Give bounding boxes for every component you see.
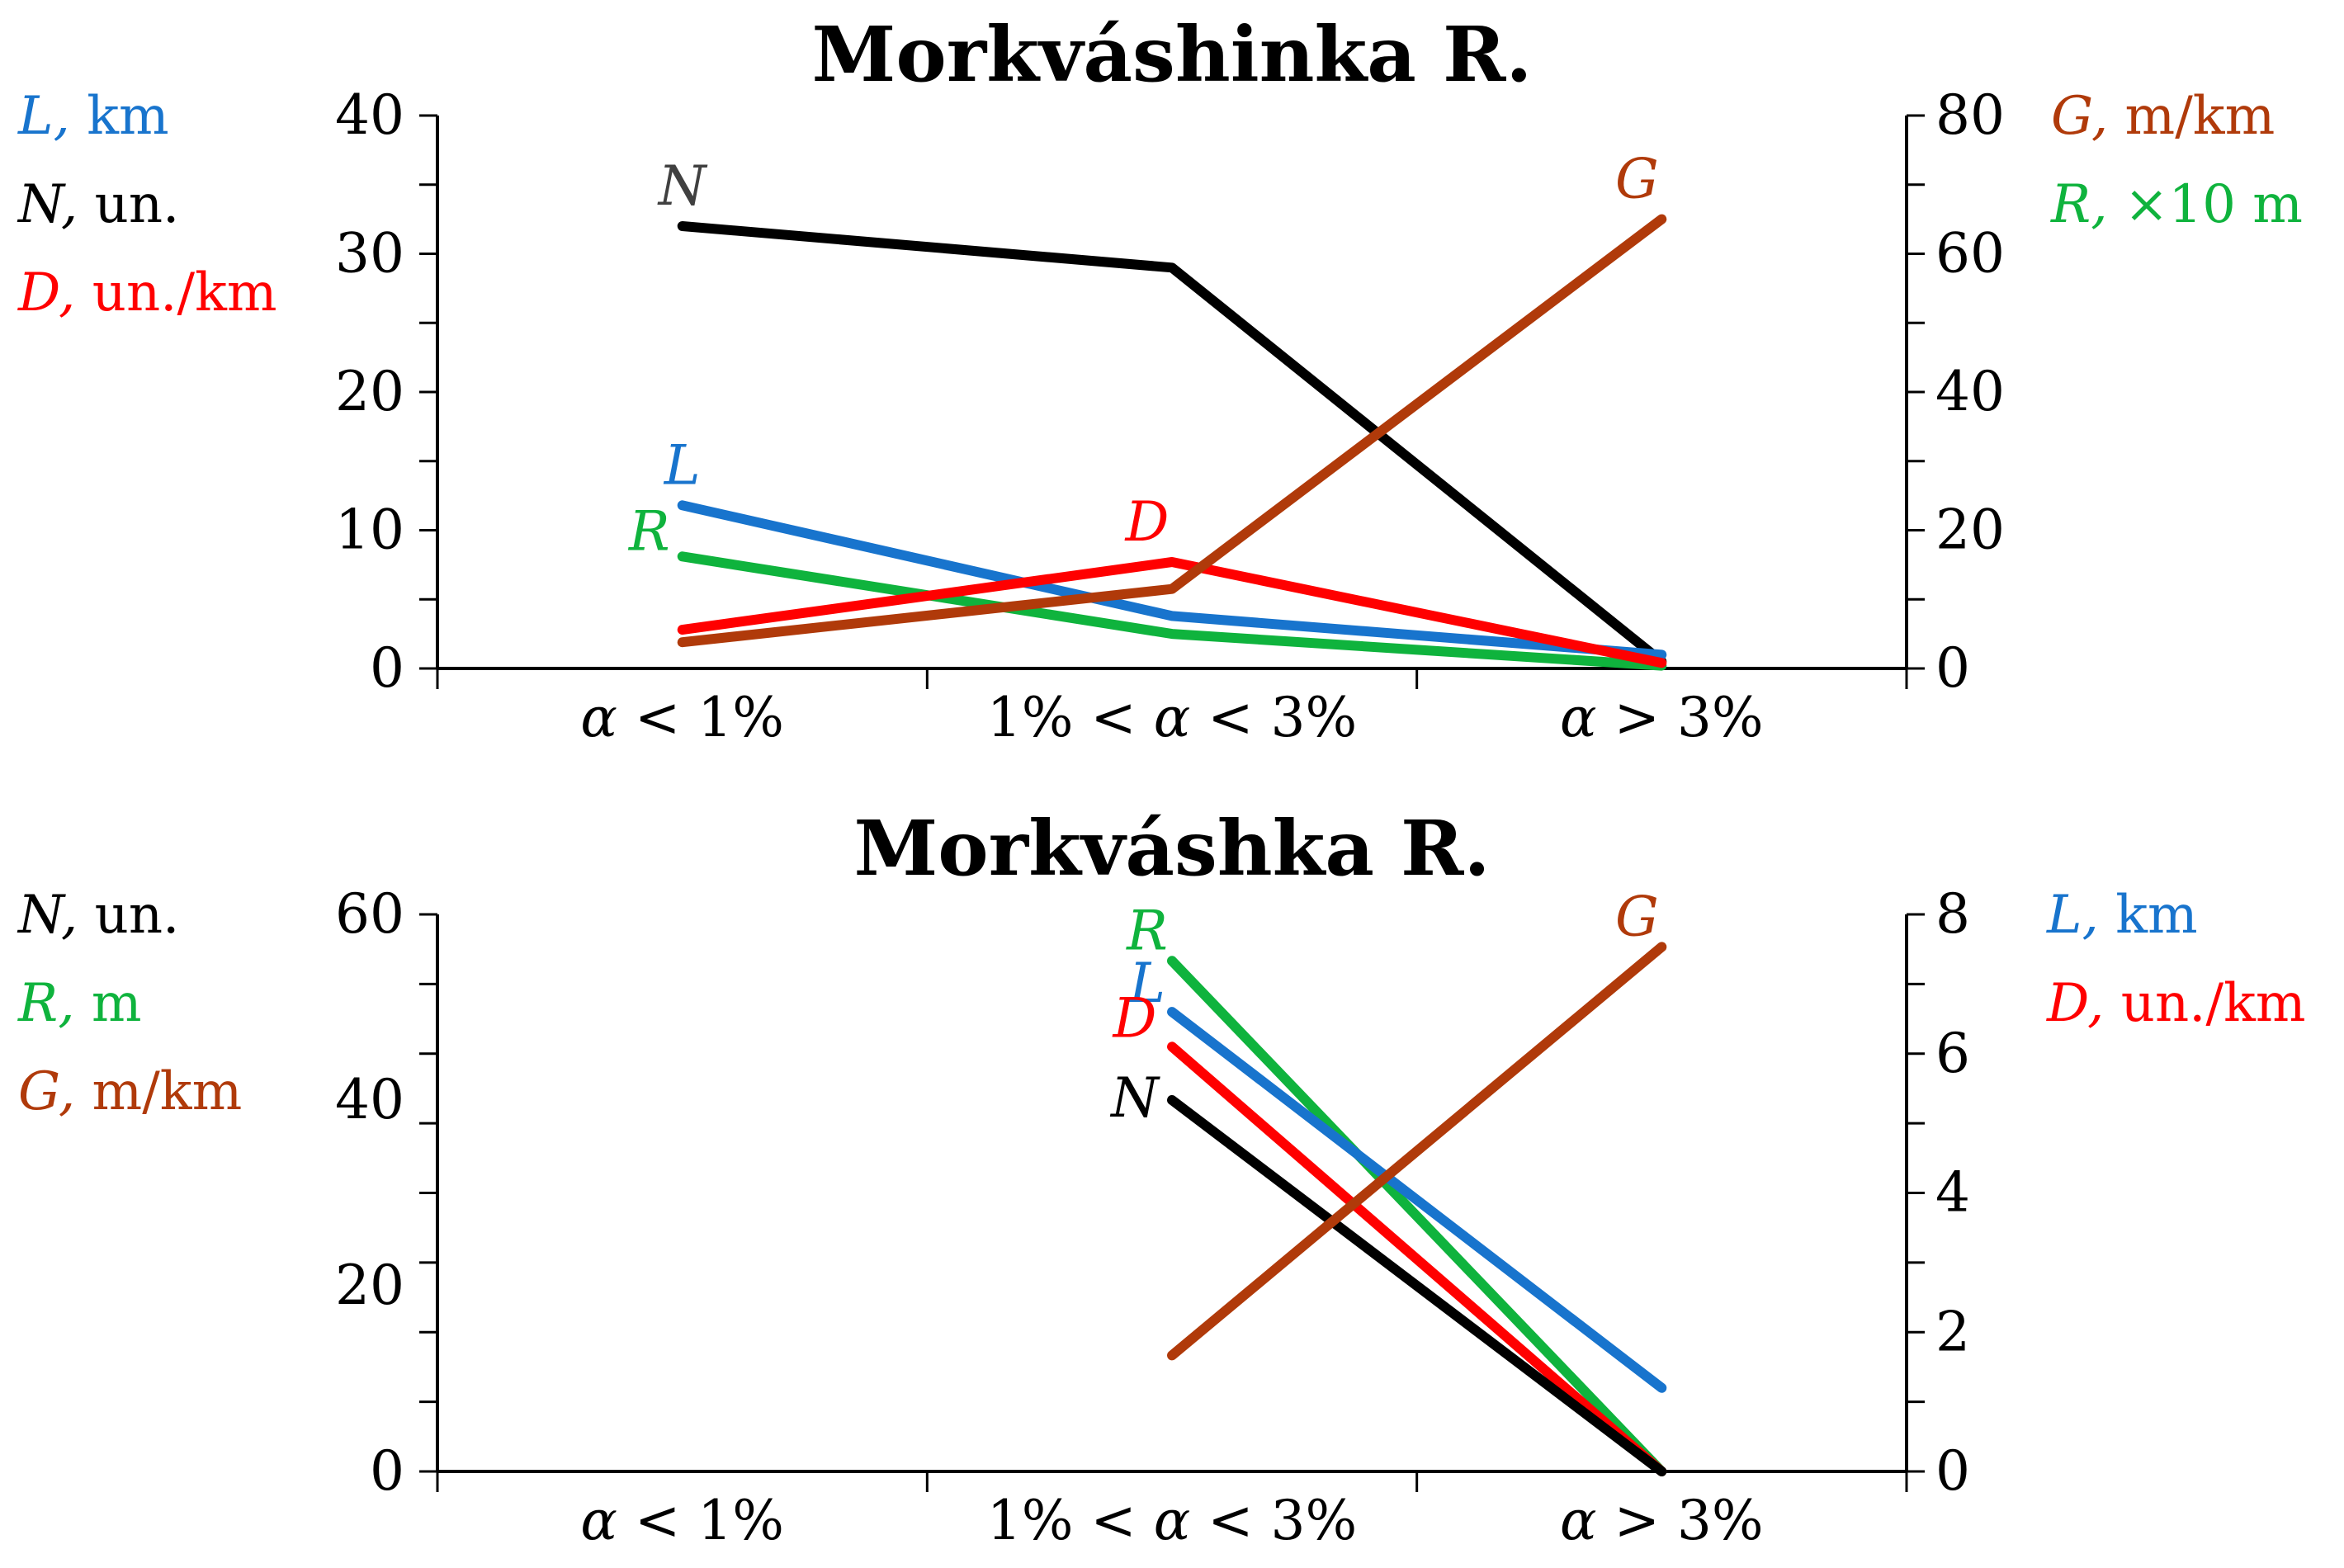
right-axis-tick-label: 6 — [1935, 1022, 1970, 1085]
series-label-G: G — [1615, 148, 1659, 211]
right-axis-tick-label: 60 — [1935, 222, 2005, 286]
x-axis-category-label: α > 3% — [1560, 1489, 1764, 1552]
chart-title: Morkváshinka R. — [812, 10, 1533, 99]
x-axis-category-label: α < 1% — [580, 1489, 784, 1552]
x-axis-category-label: 1% < α < 3% — [987, 686, 1358, 749]
left-axis-label-D: D, un./km — [17, 262, 277, 324]
left-axis-label-R: R, m — [17, 973, 142, 1034]
series-label-D: D — [1113, 986, 1157, 1050]
left-axis-tick-label: 60 — [335, 882, 404, 946]
chart-title: Morkváshka R. — [853, 804, 1490, 893]
right-axis-label-G: G, m/km — [2051, 86, 2275, 147]
right-axis-label-R: R, ×10 m — [2050, 174, 2303, 235]
right-axis-tick-label: 0 — [1935, 1439, 1970, 1503]
chart-panel-morkvashinka: Morkváshinka R. 0 10 20 30 40 0 20 40 60 80 α < 1% 1… — [17, 10, 2303, 749]
right-axis-tick-label: 8 — [1935, 882, 1970, 946]
left-axis-tick-label: 40 — [335, 83, 404, 147]
right-axis-tick-label: 2 — [1935, 1300, 1970, 1363]
chart-panel-morkvashka: Morkváshka R. 0 20 40 60 0 2 4 6 8 α < 1% 1% < α < … — [17, 804, 2306, 1552]
x-axis-category-label: 1% < α < 3% — [987, 1489, 1358, 1552]
right-axis-tick-label: 0 — [1935, 636, 1970, 700]
series-label-L: L — [664, 433, 701, 497]
right-axis-tick-label: 20 — [1935, 498, 2005, 562]
left-axis-tick-label: 20 — [335, 360, 404, 423]
left-axis-tick-label: 10 — [335, 498, 404, 562]
series-label-G: G — [1615, 885, 1659, 948]
right-axis-tick-label: 40 — [1935, 360, 2005, 423]
x-axis-category-label: α < 1% — [580, 686, 784, 749]
right-axis-tick-label: 80 — [1935, 83, 2005, 147]
left-axis-label-N: N, un. — [17, 885, 179, 946]
left-axis-label-N: N, un. — [17, 174, 179, 235]
right-axis-label-D: D, un./km — [2046, 973, 2306, 1034]
left-axis-tick-label: 30 — [335, 222, 404, 286]
series-label-N: N — [657, 154, 708, 218]
series-label-D: D — [1125, 490, 1170, 554]
left-axis-tick-label: 0 — [370, 1439, 404, 1503]
series-label-R: R — [628, 499, 670, 563]
left-axis-tick-label: 20 — [335, 1254, 404, 1317]
right-axis-tick-label: 4 — [1935, 1161, 1970, 1225]
series-line-D — [1172, 1046, 1661, 1471]
left-axis-label-G: G, m/km — [18, 1061, 242, 1122]
x-axis-category-label: α > 3% — [1560, 686, 1764, 749]
left-axis-label-L: L, km — [17, 86, 169, 147]
left-axis-tick-label: 0 — [370, 636, 404, 700]
series-line-L — [1172, 1012, 1661, 1388]
series-label-N: N — [1109, 1066, 1160, 1130]
right-axis-label-L: L, km — [2046, 885, 2198, 946]
series-line-N — [683, 226, 1662, 662]
left-axis-tick-label: 40 — [335, 1068, 404, 1131]
series-line-R — [1172, 961, 1661, 1471]
